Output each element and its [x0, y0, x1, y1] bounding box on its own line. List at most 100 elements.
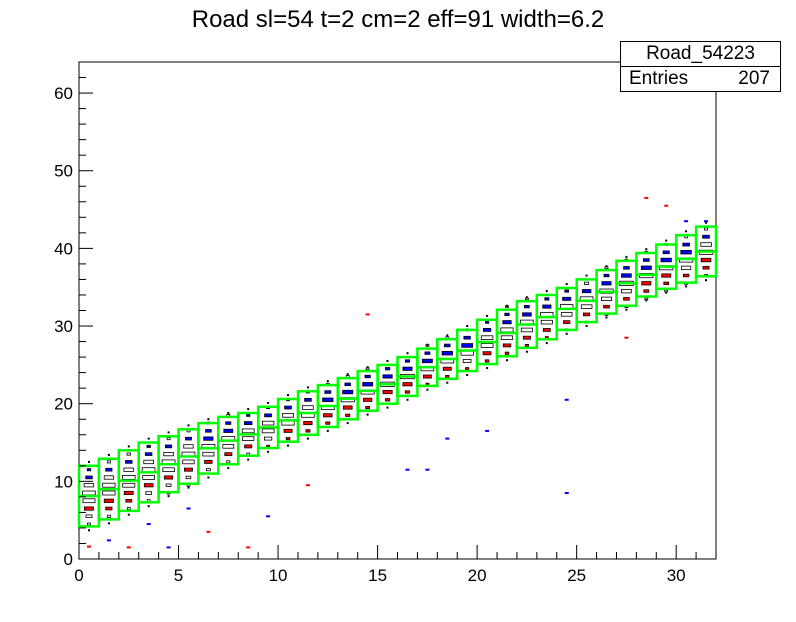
- histogram-cell: [682, 242, 690, 247]
- outlier-cell: [106, 539, 111, 542]
- histogram-cell: [462, 358, 472, 363]
- histogram-cell: [224, 452, 233, 457]
- histogram-cell: [482, 327, 492, 332]
- histogram-cell: [163, 451, 174, 457]
- histogram-cell: [143, 483, 154, 488]
- y-tick-label: 50: [54, 162, 73, 181]
- histogram-cell: [345, 413, 351, 417]
- histogram-cell: [126, 507, 131, 510]
- histogram-cell: [582, 289, 592, 294]
- outlier-cell: [564, 492, 569, 494]
- sparse-cell: [107, 453, 110, 456]
- histogram-cell: [402, 382, 413, 387]
- sparse-cell: [625, 255, 628, 258]
- histogram-cell: [583, 312, 591, 317]
- histogram-cell: [522, 335, 531, 340]
- sparse-cell: [306, 386, 309, 389]
- histogram-cell: [261, 420, 275, 426]
- sparse-cell: [645, 248, 648, 251]
- histogram-cell: [502, 343, 512, 348]
- plot-frame: [78, 61, 717, 560]
- histogram-cell: [285, 437, 291, 441]
- x-tick-label: 25: [567, 566, 586, 585]
- histogram-cell: [542, 304, 552, 309]
- histogram-cell: [105, 506, 113, 511]
- histogram-cell: [461, 343, 474, 348]
- histogram-cell: [465, 367, 470, 371]
- sparse-cell: [525, 350, 528, 353]
- histogram-cell: [445, 374, 450, 378]
- sparse-cell: [247, 458, 250, 461]
- histogram-cell: [480, 343, 494, 348]
- sparse-cell: [446, 381, 449, 384]
- histogram-cell: [82, 490, 96, 496]
- histogram-cells: [82, 196, 714, 549]
- sparse-cell: [665, 239, 668, 242]
- histogram-cell: [663, 281, 670, 286]
- outlier-cell: [365, 313, 370, 316]
- histogram-cell: [362, 397, 373, 402]
- sparse-cell: [187, 424, 190, 427]
- outlier-cell: [624, 336, 629, 339]
- histogram-cell: [223, 428, 234, 433]
- outlier-cell: [644, 196, 649, 199]
- sparse-cell: [167, 431, 170, 434]
- histogram-cell: [384, 367, 391, 371]
- sparse-cell: [267, 450, 270, 453]
- histogram-cell: [601, 296, 613, 302]
- histogram-cell: [301, 405, 314, 410]
- histogram-cell: [422, 374, 432, 379]
- outlier-cell: [405, 468, 410, 471]
- y-tick-label: 30: [54, 317, 73, 336]
- sparse-cell: [386, 406, 389, 409]
- histogram-cell: [704, 227, 708, 231]
- y-tick-label: 0: [64, 550, 73, 569]
- x-tick-label: 10: [269, 566, 288, 585]
- sparse-cell: [625, 308, 628, 311]
- histogram-cell: [263, 436, 273, 441]
- sparse-cell: [645, 299, 648, 302]
- sparse-cell: [167, 495, 170, 498]
- histogram-cell: [524, 343, 529, 347]
- histogram-cell: [322, 397, 334, 402]
- sparse-cell: [585, 325, 588, 327]
- outlier-cell: [445, 437, 450, 440]
- sparse-cell: [545, 342, 548, 345]
- histogram-cell: [184, 436, 192, 441]
- sparse-cell: [545, 290, 548, 293]
- histogram-cell: [86, 468, 92, 472]
- histogram-cell: [702, 234, 710, 239]
- histogram-cell: [246, 413, 251, 417]
- y-tick-label: 20: [54, 395, 73, 414]
- histogram-cell: [421, 358, 433, 364]
- histogram-cell: [504, 351, 510, 355]
- x-tick-label: 30: [667, 566, 686, 585]
- histogram-cell: [163, 475, 174, 480]
- histogram-cell: [323, 413, 333, 418]
- sparse-cell: [506, 359, 508, 362]
- histogram-cell: [524, 304, 530, 309]
- sparse-cell: [267, 401, 270, 404]
- histogram-cell: [102, 490, 116, 496]
- histogram-cell: [206, 468, 211, 472]
- histogram-cell: [504, 312, 510, 317]
- outlier-cell: [206, 530, 211, 533]
- histogram-cell: [222, 444, 235, 449]
- sparse-cell: [705, 279, 707, 282]
- histogram-cell: [82, 498, 96, 504]
- histogram-cell: [601, 281, 612, 286]
- histogram-cell: [540, 319, 553, 325]
- x-tick-label: 15: [368, 566, 387, 585]
- histogram-cell: [621, 288, 632, 294]
- sparse-cell: [426, 388, 429, 391]
- histogram-cell: [540, 311, 554, 317]
- sparse-cell: [466, 325, 469, 327]
- histogram-cell: [560, 312, 573, 317]
- x-tick-label: 5: [174, 566, 183, 585]
- outlier-cell: [186, 507, 191, 510]
- outlier-cell: [305, 484, 310, 487]
- sparse-cell: [605, 316, 608, 319]
- histogram-cell: [283, 428, 293, 433]
- histogram-cell: [183, 467, 193, 472]
